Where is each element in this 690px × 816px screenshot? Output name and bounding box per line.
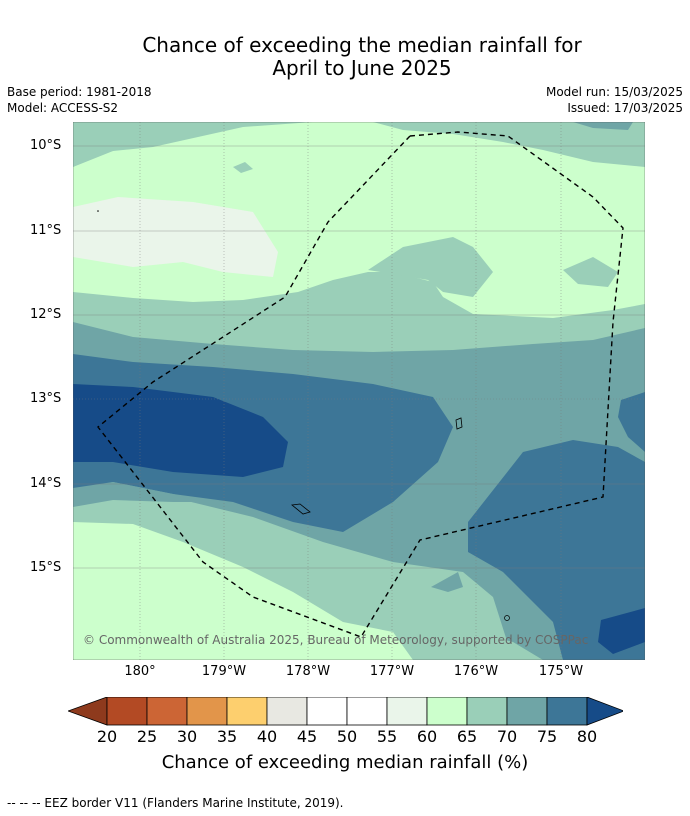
colorbar-segment [226,697,268,726]
island [455,417,463,430]
lon-label: 179°W [201,664,247,679]
eez-footnote: -- -- -- EEZ border V11 (Flanders Marine… [7,796,344,810]
colorbar-tick-label: 45 [296,727,318,746]
colorbar-segment [426,697,468,726]
lon-label: 176°W [453,664,499,679]
model-label: Model: ACCESS-S2 [7,101,119,115]
band-60-65-sw [73,522,413,660]
colorbar-tick-label: 55 [376,727,398,746]
colorbar-tick-label: 20 [96,727,118,746]
colorbar-segment [146,697,188,726]
lat-label: 12°S [30,307,62,322]
colorbar [68,697,623,726]
band-65-70-dot [233,162,253,173]
colorbar-segment [266,697,308,726]
lat-label: 10°S [30,138,62,153]
colorbar-segment [106,697,148,726]
colorbar-segment [466,697,508,726]
colorbar-segment [546,697,588,726]
colorbar-segment [306,697,348,726]
lon-label: 178°W [285,664,331,679]
colorbar-tick-label: 35 [216,727,238,746]
graticule [73,122,645,660]
lon-label: 177°W [369,664,415,679]
colorbar-tick-label: 25 [136,727,158,746]
colorbar-tick-label: 30 [176,727,198,746]
band-75-80-east [468,440,645,660]
band-70-75-blob [431,572,463,592]
band-65-70-center [368,237,493,297]
colorbar-tick-label: 60 [416,727,438,746]
lon-label: 175°W [538,664,584,679]
issued-label: Issued: 17/03/2025 [567,101,683,115]
island [504,615,510,621]
colorbar-tick-label: 40 [256,727,278,746]
colorbar-extend-low [68,697,108,726]
model-run-label: Model run: 15/03/2025 [545,85,683,99]
band-70-75-sw [73,482,213,507]
map-title-line2: April to June 2025 [272,56,452,80]
band-80-west [73,384,288,477]
band-70-75-top [573,122,633,130]
colorbar-segment [346,697,388,726]
eez-border [97,131,624,638]
lat-label: 15°S [30,560,62,575]
band-80-se [598,608,645,654]
band-75-80-ne [618,392,645,452]
colorbar-segment [506,697,548,726]
band-65-70-nw [73,122,183,167]
rainfall-map [73,122,645,660]
band-65-70-top [373,122,645,167]
band-65-70-east [563,257,618,287]
band-55-60-west [73,197,278,277]
colorbar-segment [386,697,428,726]
colorbar-title: Chance of exceeding median rainfall (%) [161,752,529,773]
island [291,503,311,515]
colorbar-tick-label: 80 [576,727,598,746]
copyright-notice: © Commonwealth of Australia 2025, Bureau… [83,633,589,647]
colorbar-extend-high [586,697,623,726]
base-period-label: Base period: 1981-2018 [7,85,152,99]
colorbar-segment [186,697,228,726]
lon-label: 180° [124,664,156,679]
colorbar-tick-label: 70 [496,727,518,746]
map-title-line1: Chance of exceeding the median rainfall … [142,33,582,57]
lat-label: 11°S [30,223,62,238]
lat-label: 14°S [30,476,62,491]
lat-label: 13°S [30,391,62,406]
island [97,210,99,212]
colorbar-tick-label: 50 [336,727,358,746]
colorbar-tick-label: 75 [536,727,558,746]
colorbar-tick-label: 65 [456,727,478,746]
